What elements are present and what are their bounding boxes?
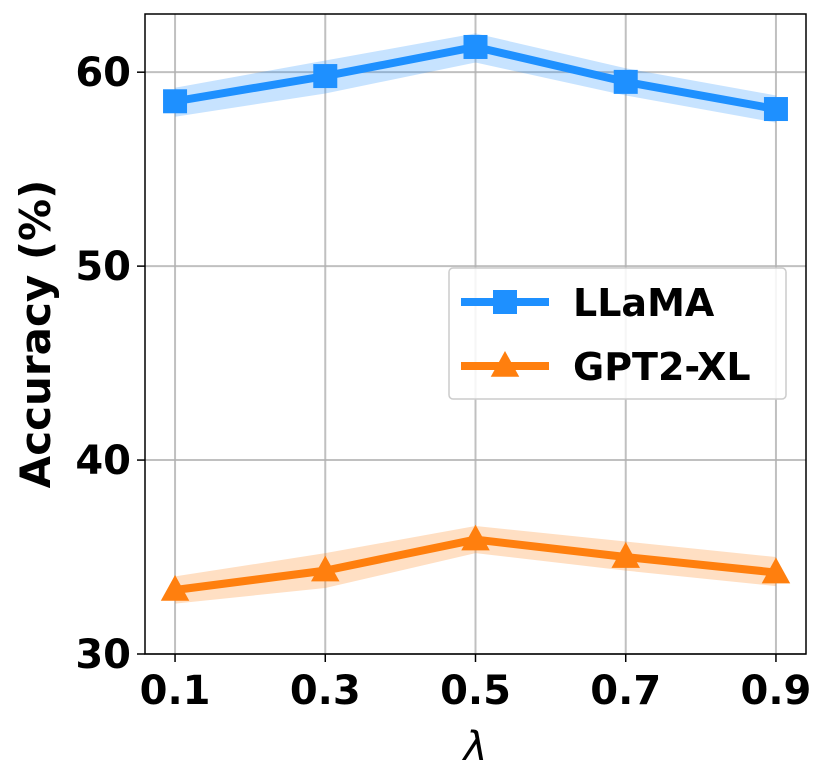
gpt2-xl-point [311, 555, 340, 582]
gpt2-xl-point [761, 557, 791, 584]
x-tick-label: 0.5 [440, 668, 511, 714]
legend: LLaMA GPT2-XL [448, 267, 787, 400]
llama-point [613, 69, 638, 94]
x-tick-label: 0.9 [741, 668, 812, 714]
x-tick-label: 0.7 [590, 668, 661, 714]
gpt2-xl-point [160, 575, 190, 601]
y-tick-label: 40 [75, 438, 131, 484]
y-tick-label: 50 [75, 244, 131, 290]
llama-point [163, 89, 188, 114]
series-markers [160, 34, 791, 601]
llama-point [313, 64, 338, 89]
y-tick-label: 30 [75, 632, 131, 678]
gpt2-xl-point [461, 524, 490, 551]
legend-label-llama: LLaMA [573, 281, 715, 325]
y-tick-label: 60 [75, 50, 131, 96]
legend-label-gpt2-xl: GPT2-XL [573, 345, 751, 389]
x-tick-label: 0.3 [290, 668, 361, 714]
llama-point [463, 34, 488, 59]
gpt2-xl-point [611, 542, 640, 568]
legend-entry-gpt2-xl: GPT2-XL [461, 345, 751, 389]
y-axis-label: Accuracy (%) [11, 180, 60, 489]
legend-marker-gpt2-xl [490, 351, 520, 377]
x-axis-label: λ [462, 724, 488, 770]
legend-marker-llama [493, 290, 517, 314]
legend-entry-llama: LLaMA [461, 281, 715, 325]
llama-point [763, 97, 788, 122]
x-tick-label: 0.1 [140, 668, 211, 714]
axis-ticks: 0.1 0.3 0.5 0.7 0.9 30 40 50 60 [75, 50, 811, 714]
